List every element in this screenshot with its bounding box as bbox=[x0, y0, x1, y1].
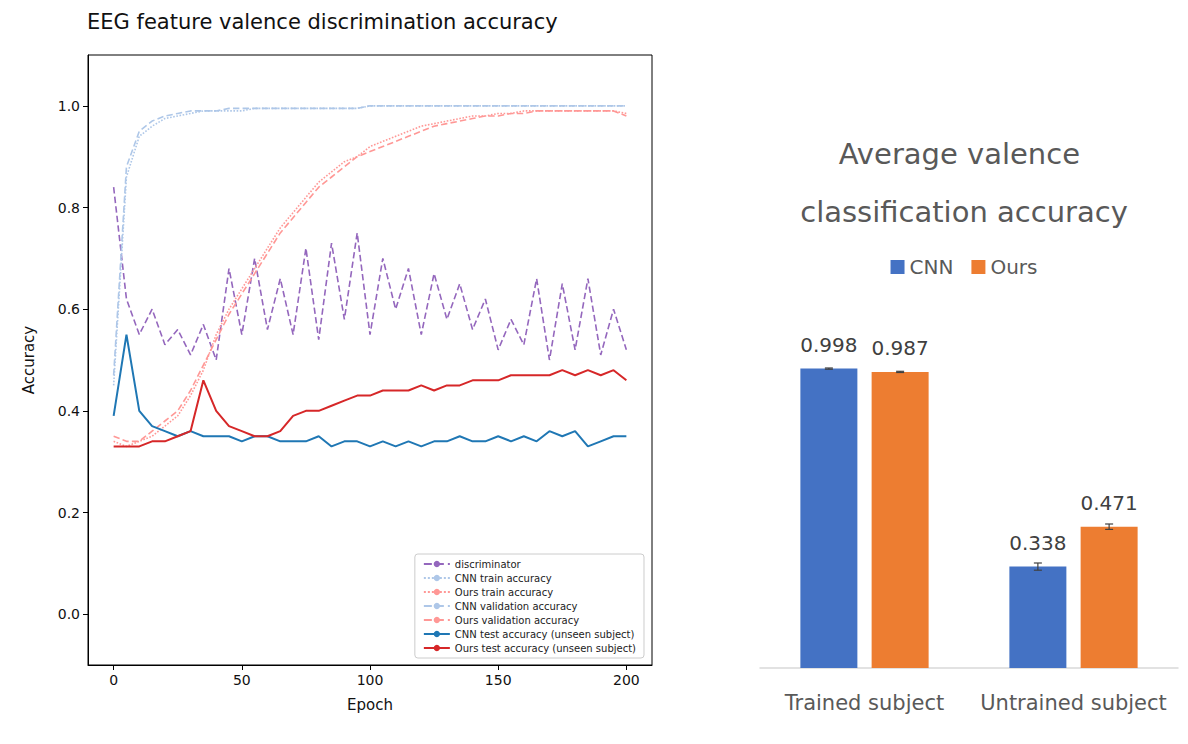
svg-text:discriminator: discriminator bbox=[455, 559, 522, 570]
svg-text:0: 0 bbox=[109, 672, 118, 688]
svg-text:Untrained subject: Untrained subject bbox=[980, 691, 1167, 715]
svg-text:CNN train accuracy: CNN train accuracy bbox=[455, 573, 552, 584]
svg-text:Ours train accuracy: Ours train accuracy bbox=[455, 587, 553, 598]
svg-text:0.0: 0.0 bbox=[58, 606, 80, 622]
svg-text:200: 200 bbox=[613, 672, 640, 688]
svg-text:50: 50 bbox=[233, 672, 251, 688]
svg-text:0.338: 0.338 bbox=[1009, 531, 1066, 555]
svg-text:0.471: 0.471 bbox=[1080, 491, 1137, 515]
svg-text:CNN test accuracy (unseen subj: CNN test accuracy (unseen subject) bbox=[455, 629, 635, 640]
svg-text:0.2: 0.2 bbox=[58, 505, 80, 521]
svg-text:100: 100 bbox=[357, 672, 384, 688]
svg-text:Epoch: Epoch bbox=[347, 696, 393, 714]
svg-text:1.0: 1.0 bbox=[58, 98, 80, 114]
svg-text:0.987: 0.987 bbox=[871, 336, 928, 360]
svg-text:Ours: Ours bbox=[990, 255, 1037, 279]
svg-text:classification accuracy: classification accuracy bbox=[800, 195, 1128, 229]
svg-text:Trained subject: Trained subject bbox=[784, 691, 944, 715]
svg-text:Accuracy: Accuracy bbox=[20, 326, 38, 395]
svg-text:0.4: 0.4 bbox=[58, 403, 80, 419]
svg-text:Ours test accuracy (unseen sub: Ours test accuracy (unseen subject) bbox=[455, 643, 636, 654]
svg-text:0.8: 0.8 bbox=[58, 200, 80, 216]
svg-text:CNN: CNN bbox=[910, 255, 954, 279]
svg-text:CNN validation accuracy: CNN validation accuracy bbox=[455, 601, 578, 612]
svg-text:150: 150 bbox=[485, 672, 512, 688]
svg-text:Ours validation accuracy: Ours validation accuracy bbox=[455, 615, 579, 626]
svg-text:0.6: 0.6 bbox=[58, 301, 80, 317]
svg-text:0.998: 0.998 bbox=[800, 333, 857, 357]
svg-text:EEG feature valence discrimina: EEG feature valence discrimination accur… bbox=[87, 10, 558, 34]
svg-text:Average valence: Average valence bbox=[839, 137, 1090, 171]
